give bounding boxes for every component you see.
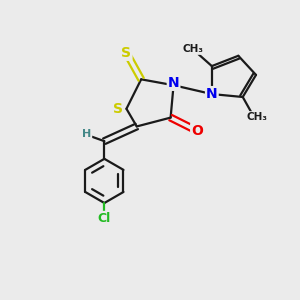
Text: CH₃: CH₃ — [182, 44, 203, 54]
Text: S: S — [113, 102, 123, 116]
Text: O: O — [191, 124, 203, 138]
Text: Cl: Cl — [98, 212, 111, 225]
Text: S: S — [122, 46, 131, 60]
Text: CH₃: CH₃ — [247, 112, 268, 122]
Text: H: H — [82, 129, 91, 139]
Text: N: N — [206, 87, 218, 101]
Text: N: N — [168, 76, 179, 90]
